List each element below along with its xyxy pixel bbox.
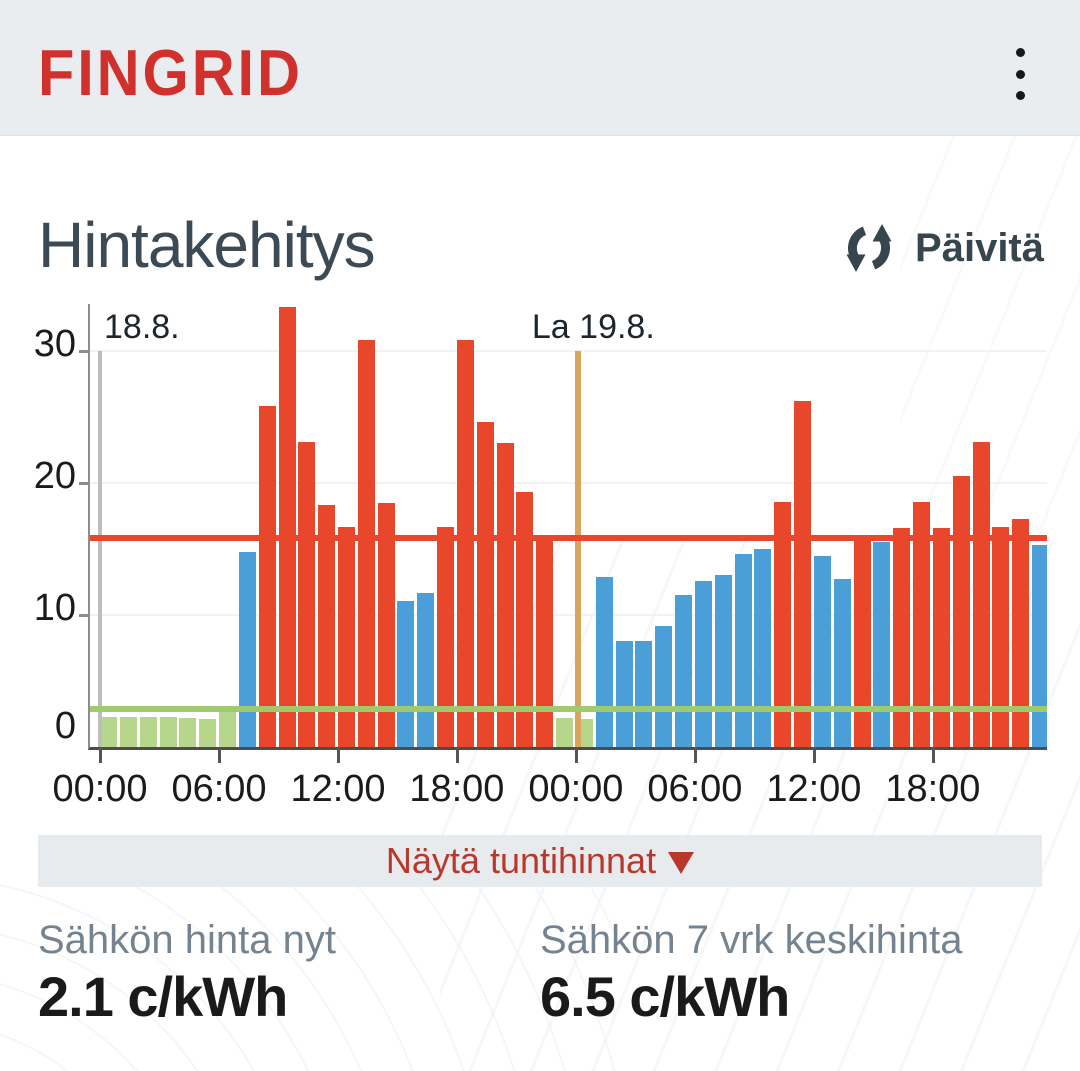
- gridline: [90, 350, 1047, 352]
- price-now-value: 2.1 c/kWh: [38, 965, 288, 1028]
- x-axis-tick: [218, 747, 221, 763]
- price-bar[interactable]: [139, 716, 157, 747]
- price-bar[interactable]: [873, 542, 891, 747]
- price-bar[interactable]: [278, 307, 296, 747]
- price-bar[interactable]: [675, 595, 693, 747]
- price-bar[interactable]: [972, 442, 990, 747]
- y-axis-tick: [79, 614, 88, 617]
- x-axis-tick: [812, 747, 816, 763]
- price-bar[interactable]: [377, 502, 395, 747]
- price-bar[interactable]: [496, 443, 514, 747]
- x-axis-tick: [574, 747, 578, 763]
- price-bar[interactable]: [338, 526, 355, 747]
- kebab-menu-icon[interactable]: [1008, 48, 1032, 100]
- y-axis-label: 0: [54, 705, 76, 747]
- day-label: 18.8.: [104, 308, 180, 346]
- price-bar[interactable]: [476, 422, 494, 747]
- y-axis-tick: [79, 350, 88, 353]
- gridline: [90, 482, 1047, 484]
- y-axis-label: 10: [33, 587, 76, 629]
- triangle-down-icon: [668, 852, 695, 874]
- refresh-icon: [846, 224, 892, 272]
- x-axis-tick: [99, 747, 102, 763]
- price-bar[interactable]: [1012, 518, 1030, 747]
- price-bar[interactable]: [159, 716, 177, 747]
- price-bar[interactable]: [794, 401, 811, 747]
- price-bar[interactable]: [992, 526, 1010, 747]
- price-bar[interactable]: [694, 580, 712, 747]
- price-bar[interactable]: [635, 641, 653, 747]
- price-bar[interactable]: [417, 592, 435, 747]
- price-bar[interactable]: [318, 505, 336, 747]
- day-label: La 19.8.: [531, 308, 655, 346]
- y-axis-label: 30: [33, 323, 76, 365]
- price-bar[interactable]: [456, 340, 474, 747]
- price-chart: 18.8. La 19.8.: [88, 304, 1047, 750]
- x-axis-tick: [337, 747, 340, 763]
- x-axis-tick: [931, 747, 935, 763]
- current-time-line: [574, 351, 581, 747]
- price-bar[interactable]: [437, 526, 455, 747]
- price-bar[interactable]: [298, 442, 316, 747]
- x-axis-tick: [455, 747, 459, 763]
- price-bar[interactable]: [615, 641, 633, 747]
- price-bar[interactable]: [179, 718, 197, 747]
- price-bar[interactable]: [714, 575, 732, 747]
- price-bar[interactable]: [119, 716, 137, 747]
- x-axis-tick: [693, 747, 697, 763]
- x-axis-label: 06:00: [171, 768, 267, 810]
- price-bar[interactable]: [536, 535, 554, 747]
- price-bar[interactable]: [357, 340, 375, 747]
- page-title: Hintakehitys: [38, 209, 376, 281]
- price-bar[interactable]: [853, 534, 871, 747]
- price-bar[interactable]: [1032, 545, 1047, 747]
- cheap-threshold-line: [90, 705, 1047, 712]
- price-bar[interactable]: [100, 716, 117, 747]
- price-bar[interactable]: [238, 551, 256, 747]
- price-bar[interactable]: [397, 600, 415, 747]
- app-header: FINGRID: [0, 0, 1080, 136]
- price-bar[interactable]: [813, 555, 831, 747]
- price-bar[interactable]: [258, 406, 276, 747]
- show-hourly-prices-label: Näytä tuntihinnat: [385, 840, 657, 881]
- y-axis-label: 20: [33, 455, 76, 497]
- x-axis-label: 00:00: [52, 768, 148, 810]
- x-axis-label: 18:00: [885, 768, 981, 810]
- price-now-label: Sähkön hinta nyt: [38, 918, 336, 962]
- fingrid-logo: FINGRID: [38, 37, 303, 110]
- price-bar[interactable]: [219, 710, 236, 747]
- price-bar[interactable]: [595, 576, 613, 747]
- expensive-threshold-line: [90, 535, 1047, 542]
- price-bar[interactable]: [655, 625, 673, 747]
- price-bar[interactable]: [893, 527, 911, 747]
- price-bar[interactable]: [833, 579, 851, 747]
- price-bar[interactable]: [556, 718, 574, 747]
- avg-price-label: Sähkön 7 vrk keskihinta: [540, 918, 963, 962]
- x-axis-label: 12:00: [290, 768, 386, 810]
- price-bar[interactable]: [199, 719, 217, 747]
- day-start-line: [98, 351, 102, 747]
- y-axis-tick: [79, 482, 88, 485]
- show-hourly-prices-button[interactable]: Näytä tuntihinnat: [38, 835, 1042, 887]
- avg-price-value: 6.5 c/kWh: [540, 965, 790, 1028]
- refresh-label: Päivitä: [915, 225, 1044, 270]
- price-bar[interactable]: [734, 554, 752, 747]
- price-bar[interactable]: [754, 549, 772, 747]
- price-bar[interactable]: [932, 527, 950, 747]
- refresh-button[interactable]: Päivitä: [837, 216, 1044, 280]
